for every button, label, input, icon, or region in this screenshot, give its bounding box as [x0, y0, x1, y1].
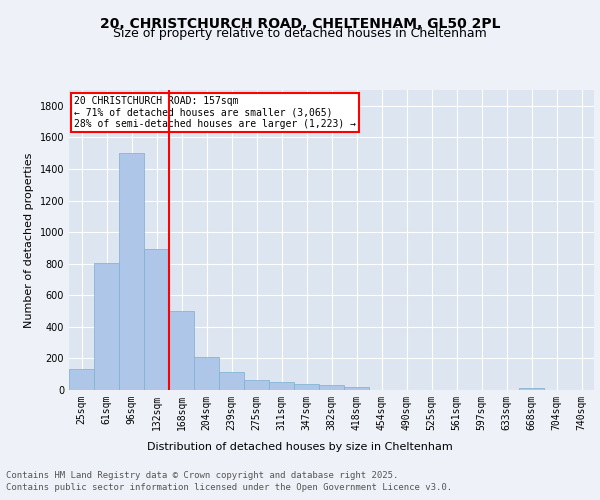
Bar [319, 386, 344, 390]
Text: Distribution of detached houses by size in Cheltenham: Distribution of detached houses by size … [147, 442, 453, 452]
Bar [519, 388, 544, 390]
Bar [194, 357, 219, 390]
Text: Contains public sector information licensed under the Open Government Licence v3: Contains public sector information licen… [6, 484, 452, 492]
Bar [269, 382, 294, 390]
Bar [219, 372, 244, 390]
Bar [169, 311, 194, 390]
Text: Size of property relative to detached houses in Cheltenham: Size of property relative to detached ho… [113, 28, 487, 40]
Bar [244, 380, 269, 390]
Y-axis label: Number of detached properties: Number of detached properties [24, 152, 34, 328]
Bar [294, 384, 319, 390]
Text: 20, CHRISTCHURCH ROAD, CHELTENHAM, GL50 2PL: 20, CHRISTCHURCH ROAD, CHELTENHAM, GL50 … [100, 18, 500, 32]
Bar [344, 386, 369, 390]
Text: 20 CHRISTCHURCH ROAD: 157sqm
← 71% of detached houses are smaller (3,065)
28% of: 20 CHRISTCHURCH ROAD: 157sqm ← 71% of de… [74, 96, 356, 129]
Bar [119, 153, 144, 390]
Text: Contains HM Land Registry data © Crown copyright and database right 2025.: Contains HM Land Registry data © Crown c… [6, 471, 398, 480]
Bar [69, 370, 94, 390]
Bar [94, 263, 119, 390]
Bar [144, 250, 169, 390]
